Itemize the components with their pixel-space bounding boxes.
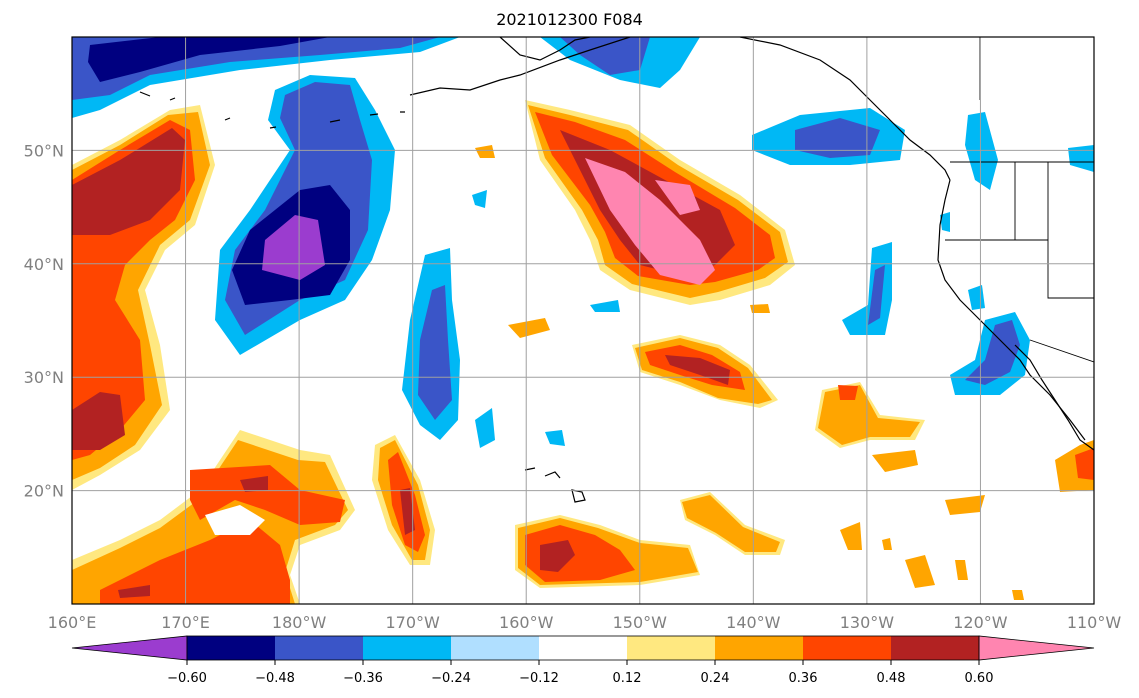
- colorbar-segment: [891, 636, 980, 660]
- positive-anomaly-130w-strong: [838, 385, 858, 400]
- map-frame: [71, 36, 1095, 605]
- negative-anomaly-ne-50n-core: [795, 118, 880, 158]
- negative-anomaly-small-1: [475, 408, 495, 448]
- positive-anomaly-west-peak-2: [72, 392, 125, 450]
- positive-anomaly-130w-south: [872, 450, 918, 472]
- latitude-tick-label: 40°N: [24, 255, 64, 274]
- colorbar-tick-labels: −0.60 −0.48 −0.36 −0.24 −0.12 0.12 0.24 0.36 0.4…: [167, 660, 993, 686]
- longitude-tick-label: 120°W: [953, 613, 1008, 632]
- alaska-coast: [409, 37, 631, 96]
- colorbar-extend-max: [978, 635, 1095, 661]
- positive-anomaly-small-2: [475, 145, 495, 158]
- colorbar-segment: [539, 636, 628, 660]
- colorbar-segment: [715, 636, 804, 660]
- positive-anomaly-small-1: [508, 318, 550, 338]
- positive-anomaly-southwest-peak-2: [118, 585, 150, 598]
- negative-anomaly-small-4: [545, 430, 565, 446]
- positive-anomaly-southwest-peak: [240, 476, 268, 492]
- colorbar-tick-label: 0.60: [965, 671, 994, 686]
- colorbar-extend-min: [71, 635, 188, 661]
- negative-anomaly-california-core: [965, 320, 1020, 385]
- map-gridlines: [72, 37, 1094, 604]
- longitude-tick-label: 160°E: [48, 613, 97, 632]
- colorbar: [71, 635, 1095, 661]
- positive-anomaly-150w-max-2: [655, 180, 700, 215]
- colorbar-segment: [627, 636, 716, 660]
- coastlines: [139, 37, 1094, 503]
- negative-anomaly-small-inland: [940, 212, 950, 232]
- baja-coast: [1014, 344, 1094, 451]
- latitude-tick-label: 50°N: [24, 141, 64, 160]
- positive-anomaly-west-peak-1: [72, 128, 185, 235]
- positive-anomaly-se-7: [882, 538, 892, 550]
- negative-anomaly-130w-core: [868, 265, 885, 325]
- positive-anomaly-hawaii-peak: [540, 540, 575, 572]
- longitude-tick-label: 170°W: [385, 613, 440, 632]
- positive-anomaly-hole: [205, 505, 265, 535]
- positive-anomaly-140w-mid: [682, 495, 780, 552]
- longitude-tick-label: 160°W: [499, 613, 554, 632]
- colorbar-tick-label: −0.48: [255, 671, 295, 686]
- longitude-labels: 160°E 170°E 180°W 170°W 160°W 150°W 140°W 130°W…: [48, 613, 1122, 632]
- positive-anomaly-se-6: [1012, 590, 1024, 600]
- colorbar-tick-label: −0.60: [167, 671, 207, 686]
- latitude-tick-label: 30°N: [24, 368, 64, 387]
- colorbar-tick-label: 0.12: [613, 671, 642, 686]
- negative-anomaly-gulf-alaska-core: [560, 37, 650, 75]
- negative-anomaly-east-edge: [1068, 145, 1094, 172]
- longitude-tick-label: 110°W: [1067, 613, 1122, 632]
- positive-anomaly-150w-max: [585, 158, 715, 285]
- positive-anomaly-se-4: [955, 560, 968, 580]
- colorbar-tick-label: −0.24: [431, 671, 471, 686]
- colorbar-segment: [275, 636, 364, 660]
- positive-anomaly-se-5-strong: [1075, 448, 1094, 480]
- colorbar-tick-label: 0.24: [701, 671, 730, 686]
- colorbar-tick-label: −0.12: [519, 671, 559, 686]
- colorbar-frame: [186, 635, 980, 661]
- colorbar-tick-label: 0.48: [877, 671, 906, 686]
- bc-coast: [739, 37, 951, 181]
- negative-anomaly-ne-coast: [965, 112, 998, 190]
- positive-anomaly-170w-peak: [400, 488, 415, 535]
- longitude-tick-label: 140°W: [726, 613, 781, 632]
- negative-anomaly-small-2: [472, 190, 487, 208]
- positive-anomaly-southwest-strong: [100, 520, 290, 604]
- colorbar-tick-label: −0.36: [343, 671, 383, 686]
- positive-anomaly-se-2: [905, 555, 935, 588]
- colorbar-segment: [363, 636, 452, 660]
- positive-anomaly-southwest-north: [190, 465, 345, 525]
- negative-anomaly-north-band-peak: [88, 37, 330, 82]
- state-borders: [945, 162, 1094, 363]
- us-west-coast: [937, 179, 1086, 441]
- longitude-tick-label: 130°W: [840, 613, 895, 632]
- aleutian-islands: [139, 91, 405, 129]
- negative-anomaly-small-3: [590, 300, 620, 312]
- colorbar-segment: [803, 636, 892, 660]
- latitude-labels: 20°N 30°N 40°N 50°N: [24, 141, 64, 500]
- map-title: 2021012300 F084: [496, 10, 643, 29]
- colorbar-tick-label: 0.36: [789, 671, 818, 686]
- colorbar-segment: [451, 636, 540, 660]
- positive-anomaly-se-1: [840, 522, 862, 550]
- longitude-tick-label: 180°W: [272, 613, 327, 632]
- latitude-tick-label: 20°N: [24, 482, 64, 501]
- longitude-tick-label: 170°E: [161, 613, 210, 632]
- longitude-tick-label: 150°W: [613, 613, 668, 632]
- colorbar-segment: [187, 636, 276, 660]
- positive-anomaly-se-3: [945, 495, 985, 515]
- anomaly-fields: [72, 37, 1094, 604]
- negative-anomaly-central-core: [418, 285, 452, 420]
- positive-anomaly-small-3: [750, 304, 770, 313]
